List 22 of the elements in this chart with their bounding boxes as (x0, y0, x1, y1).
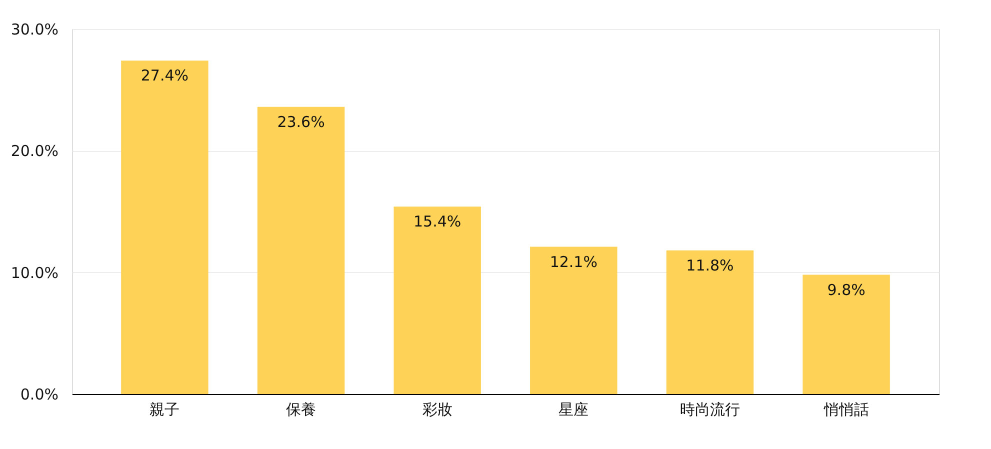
x-tick-label: 星座 (558, 400, 589, 418)
x-tick-label: 親子 (150, 400, 180, 418)
y-tick-label: 20.0% (10, 142, 58, 160)
data-label: 23.6% (277, 112, 325, 131)
y-tick-label: 0.0% (20, 386, 58, 404)
bar (394, 206, 481, 394)
data-label: 9.8% (827, 280, 866, 299)
y-tick-label: 30.0% (10, 20, 58, 38)
y-tick-label: 10.0% (10, 264, 58, 282)
x-tick-label: 保養 (286, 400, 316, 418)
data-label: 27.4% (140, 66, 189, 85)
bar (802, 274, 890, 394)
data-label: 15.4% (414, 212, 462, 231)
data-label: 12.1% (550, 252, 598, 271)
data-label: 11.8% (686, 256, 734, 274)
x-tick-label: 悄悄話 (822, 400, 869, 418)
bar (530, 246, 618, 394)
bar (666, 250, 754, 394)
bar (257, 106, 345, 394)
x-tick-label: 彩妝 (422, 400, 452, 418)
x-tick-label: 時尚流行 (680, 400, 740, 418)
bar (121, 60, 208, 394)
